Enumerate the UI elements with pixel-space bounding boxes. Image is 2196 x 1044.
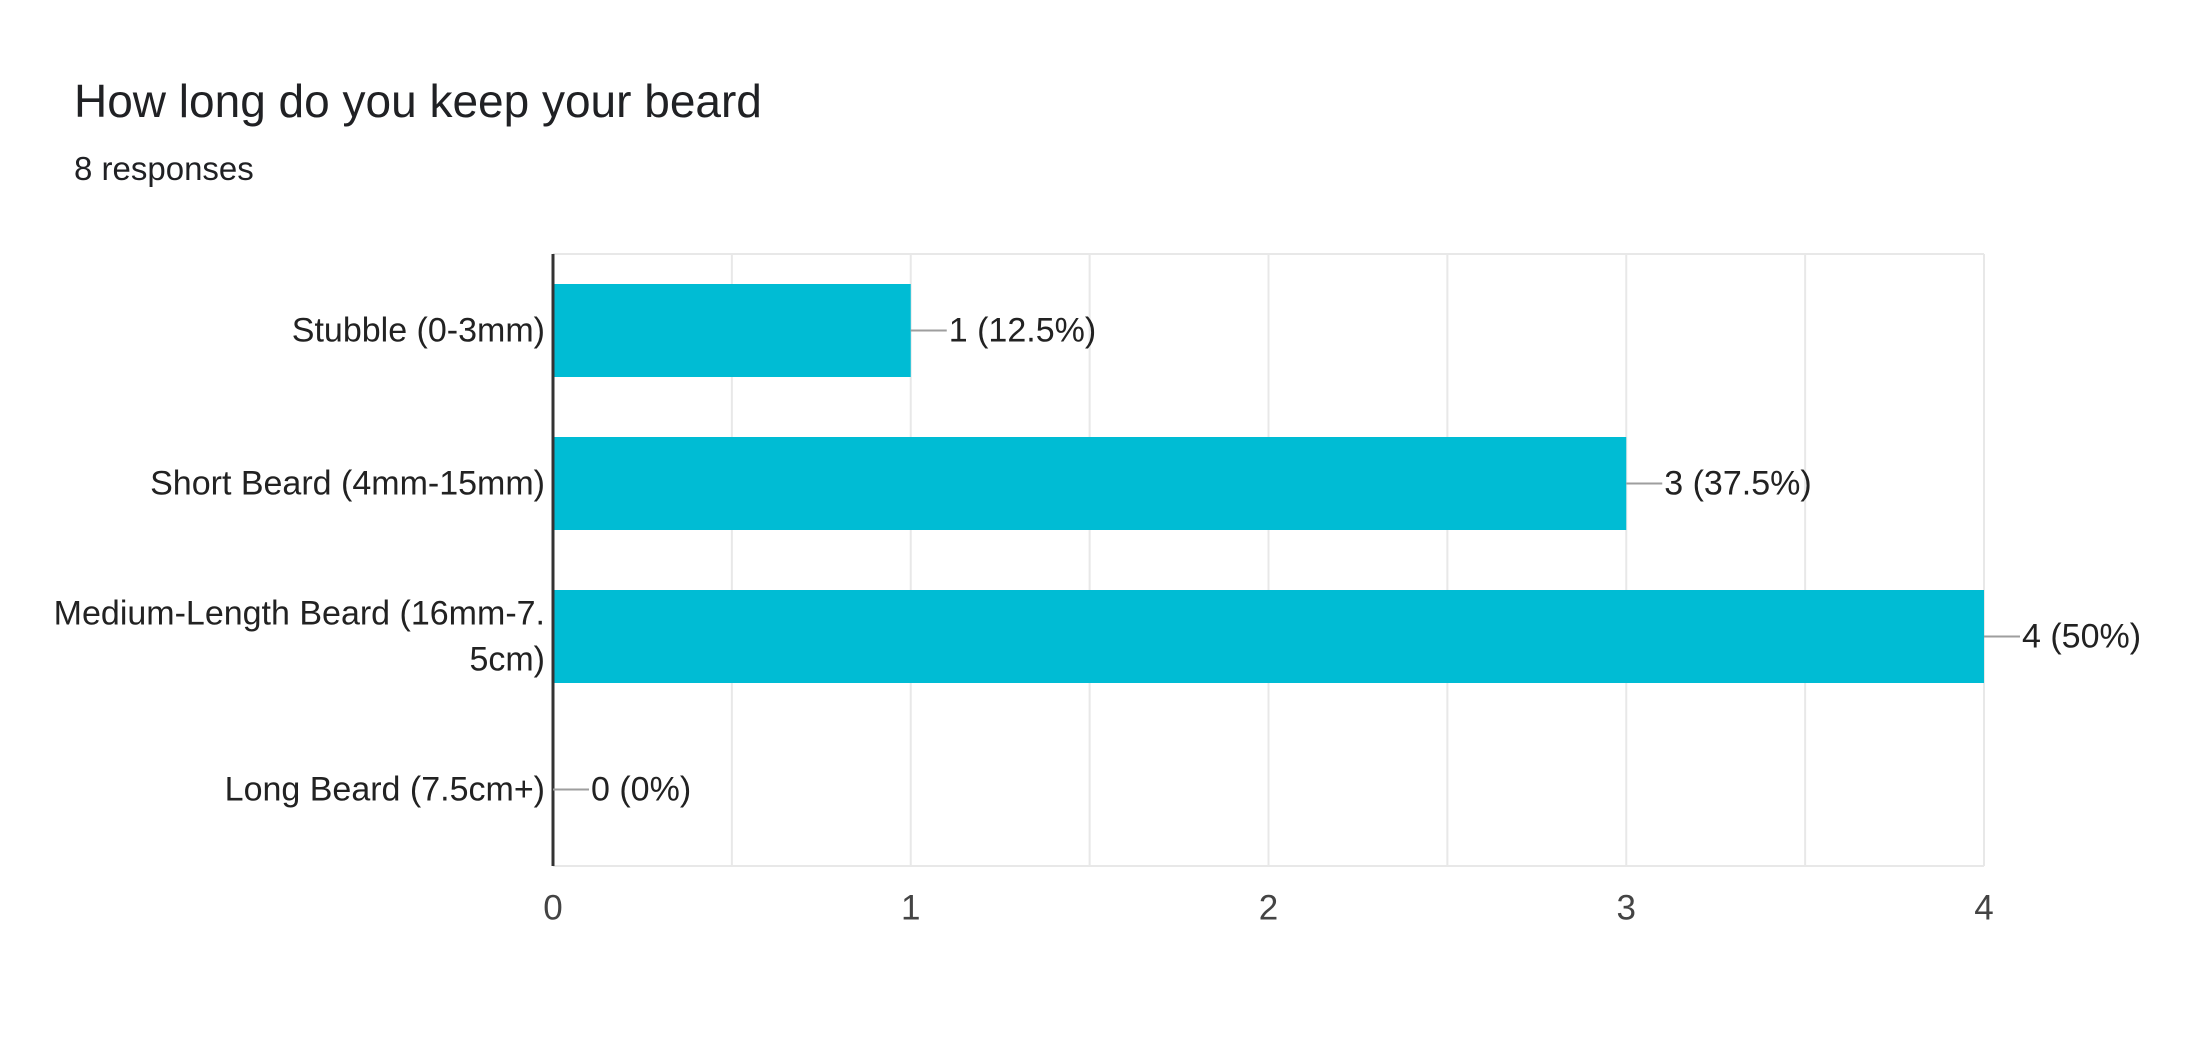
x-tick-labels: 0 1 2 3 4 — [543, 889, 1993, 928]
x-tick-label: 1 — [901, 889, 920, 928]
response-count: 8 responses — [74, 150, 254, 187]
data-label: 0 (0%) — [591, 771, 691, 809]
bar — [553, 437, 1627, 530]
x-tick-label: 3 — [1617, 889, 1636, 928]
category-label: Long Beard (7.5cm+) — [225, 771, 545, 809]
x-tick-label: 0 — [543, 889, 562, 928]
category-labels: Stubble (0-3mm) Short Beard (4mm-15mm) Med… — [54, 312, 545, 809]
gridlines — [553, 253, 1985, 867]
bar — [553, 590, 1984, 683]
x-tick-label: 2 — [1259, 889, 1278, 928]
data-label: 1 (12.5%) — [949, 312, 1096, 350]
data-labels: 1 (12.5%) 3 (37.5%) 4 (50%) 0 (0%) — [553, 312, 2141, 809]
category-label: 5cm) — [469, 641, 545, 679]
x-tick-label: 4 — [1974, 889, 1993, 928]
bar — [553, 284, 911, 377]
data-label: 3 (37.5%) — [1664, 465, 1811, 503]
data-label: 4 (50%) — [2022, 618, 2141, 656]
category-label: Short Beard (4mm-15mm) — [150, 465, 545, 503]
bars — [553, 284, 1984, 683]
category-label: Stubble (0-3mm) — [292, 312, 545, 350]
chart-title: How long do you keep your beard — [74, 75, 762, 127]
category-label: Medium-Length Beard (16mm-7. — [54, 595, 545, 633]
